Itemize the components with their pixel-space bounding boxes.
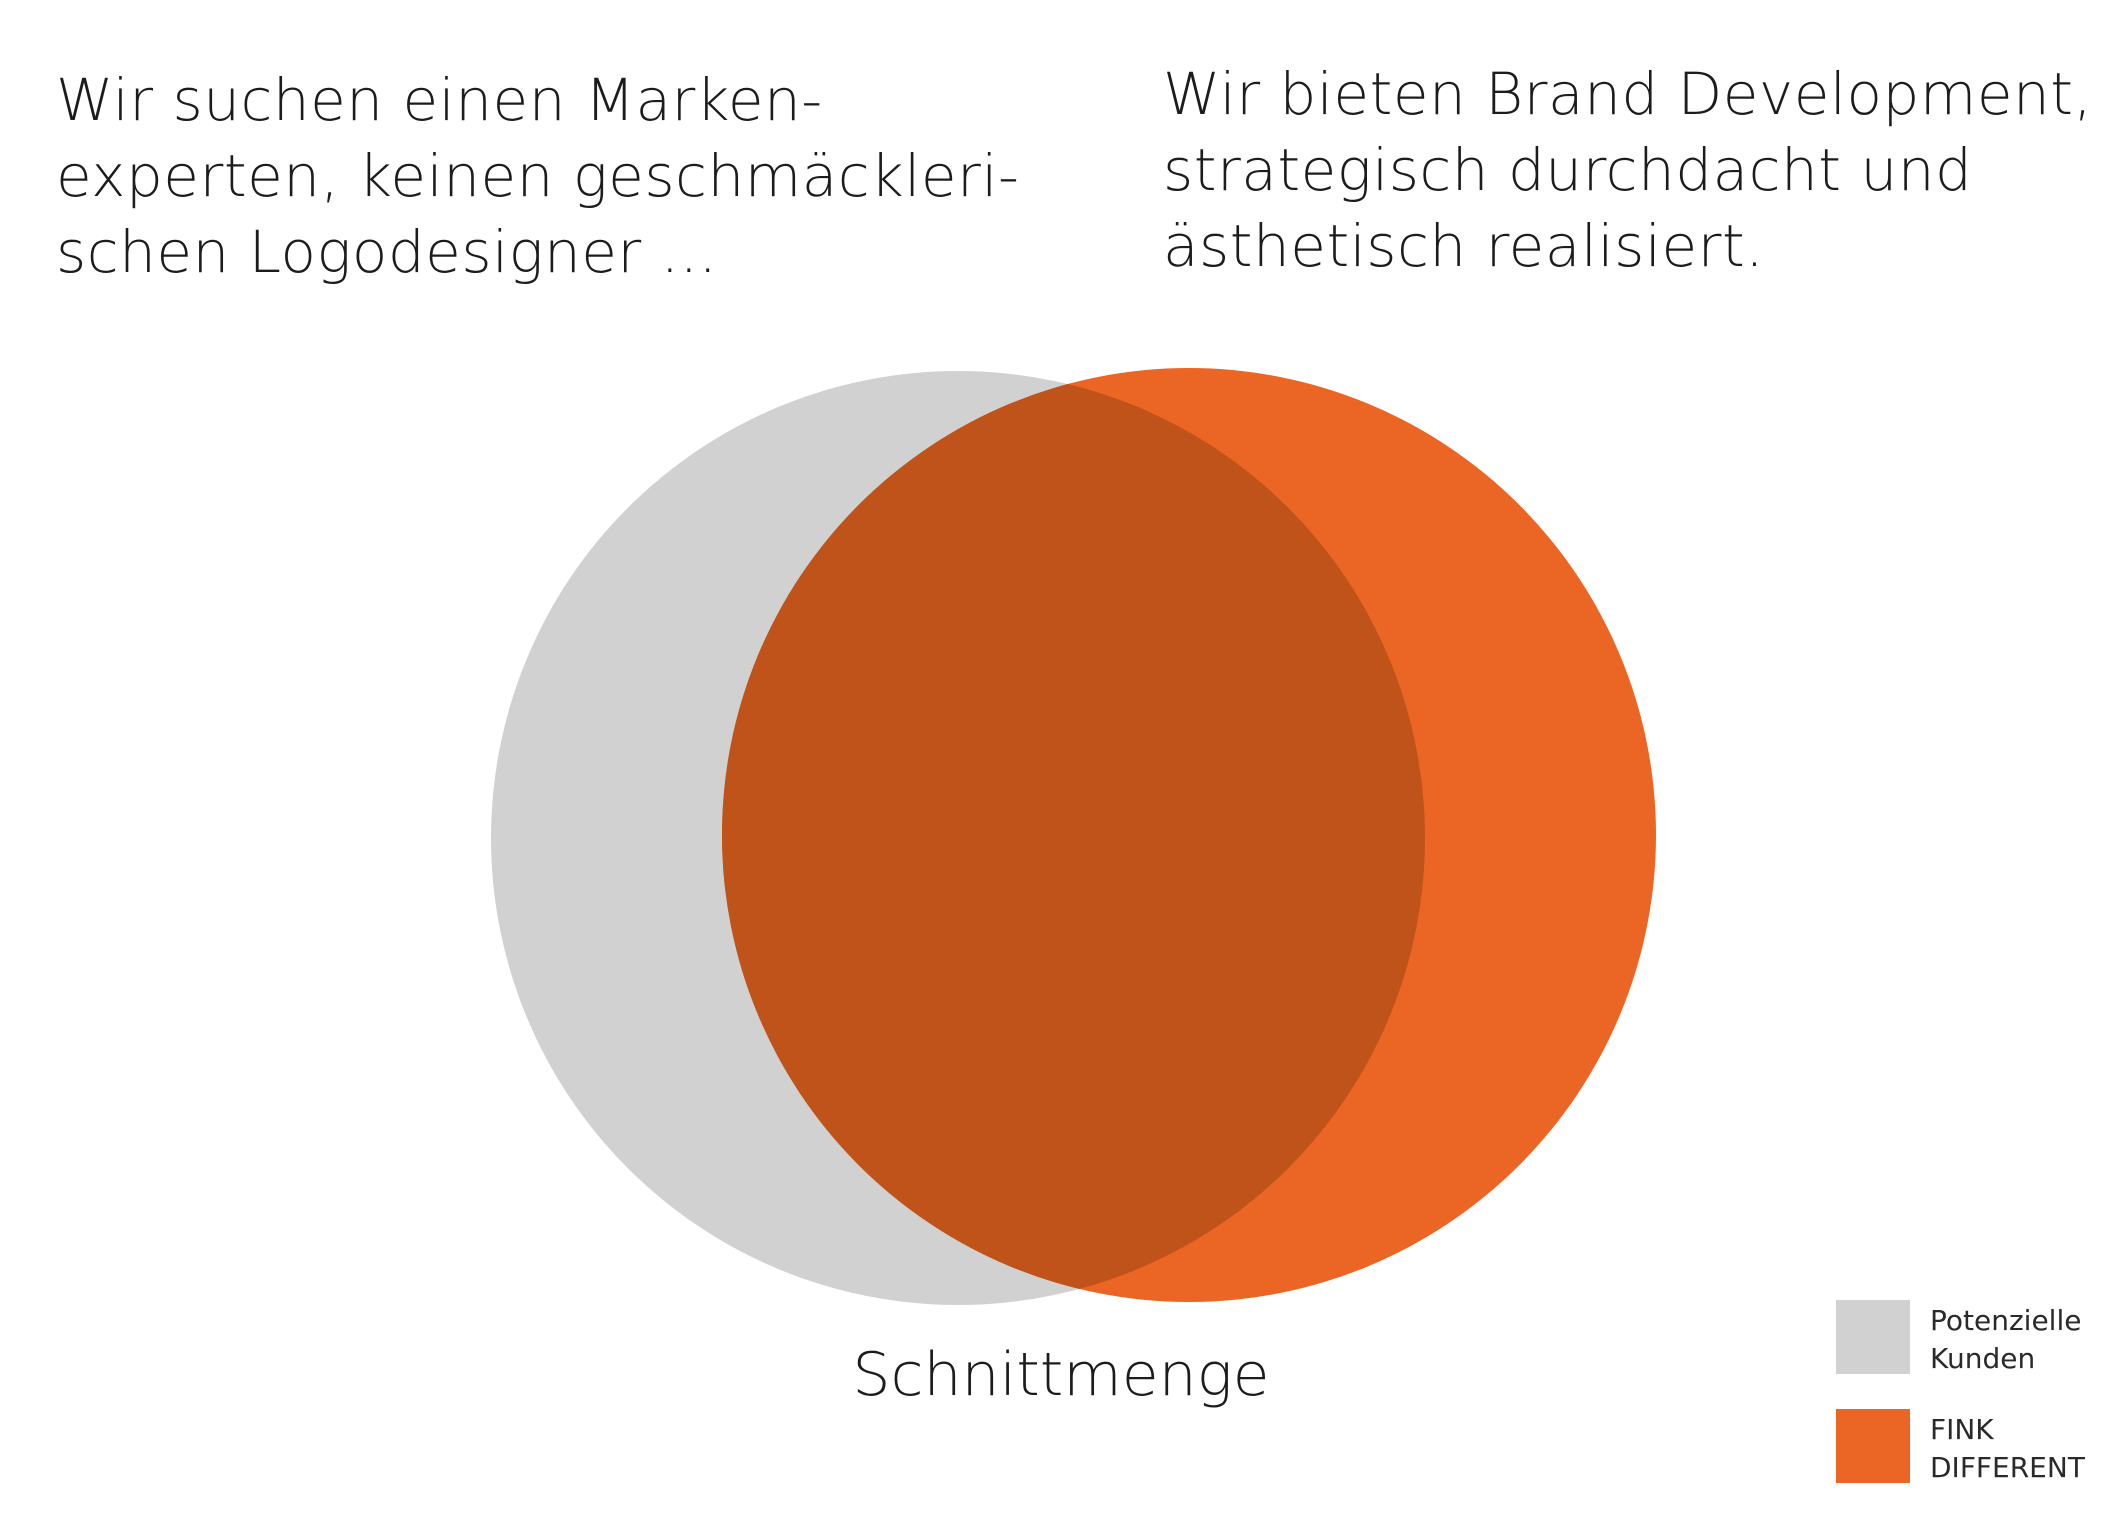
customer-quote-line: experten, keinen geschmäckleri- bbox=[56, 142, 1020, 210]
customer-quote-line: Wir suchen einen Marken- bbox=[56, 66, 823, 134]
agency-quote-line: Wir bieten Brand Development, bbox=[1163, 60, 2093, 128]
legend-swatch-orange bbox=[1836, 1409, 1910, 1483]
legend-item-potential-customers: Potenzielle Kunden bbox=[1836, 1300, 2106, 1380]
legend-item-fink-different: FINK DIFFERENT bbox=[1836, 1409, 2106, 1489]
legend-label-line: FINK bbox=[1930, 1413, 1994, 1446]
agency-quote-line: strategisch durchdacht und bbox=[1163, 136, 1973, 204]
legend-swatch-grey bbox=[1836, 1300, 1910, 1374]
customer-quote: Wir suchen einen Marken- experten, keine… bbox=[56, 62, 1019, 290]
intersection-label-text: Schnittmenge bbox=[852, 1340, 1270, 1410]
legend-label: Potenzielle Kunden bbox=[1930, 1302, 2081, 1378]
legend-label: FINK DIFFERENT bbox=[1930, 1411, 2085, 1487]
agency-quote-line: ästhetisch realisiert. bbox=[1163, 212, 1765, 280]
customer-quote-line: schen Logodesigner ... bbox=[56, 218, 718, 286]
legend-label-line: DIFFERENT bbox=[1930, 1451, 2085, 1484]
legend-label-line: Kunden bbox=[1930, 1342, 2036, 1375]
agency-quote: Wir bieten Brand Development, strategisc… bbox=[1163, 56, 2092, 284]
intersection-label: Schnittmenge bbox=[0, 1340, 2126, 1410]
legend-label-line: Potenzielle bbox=[1930, 1304, 2082, 1337]
